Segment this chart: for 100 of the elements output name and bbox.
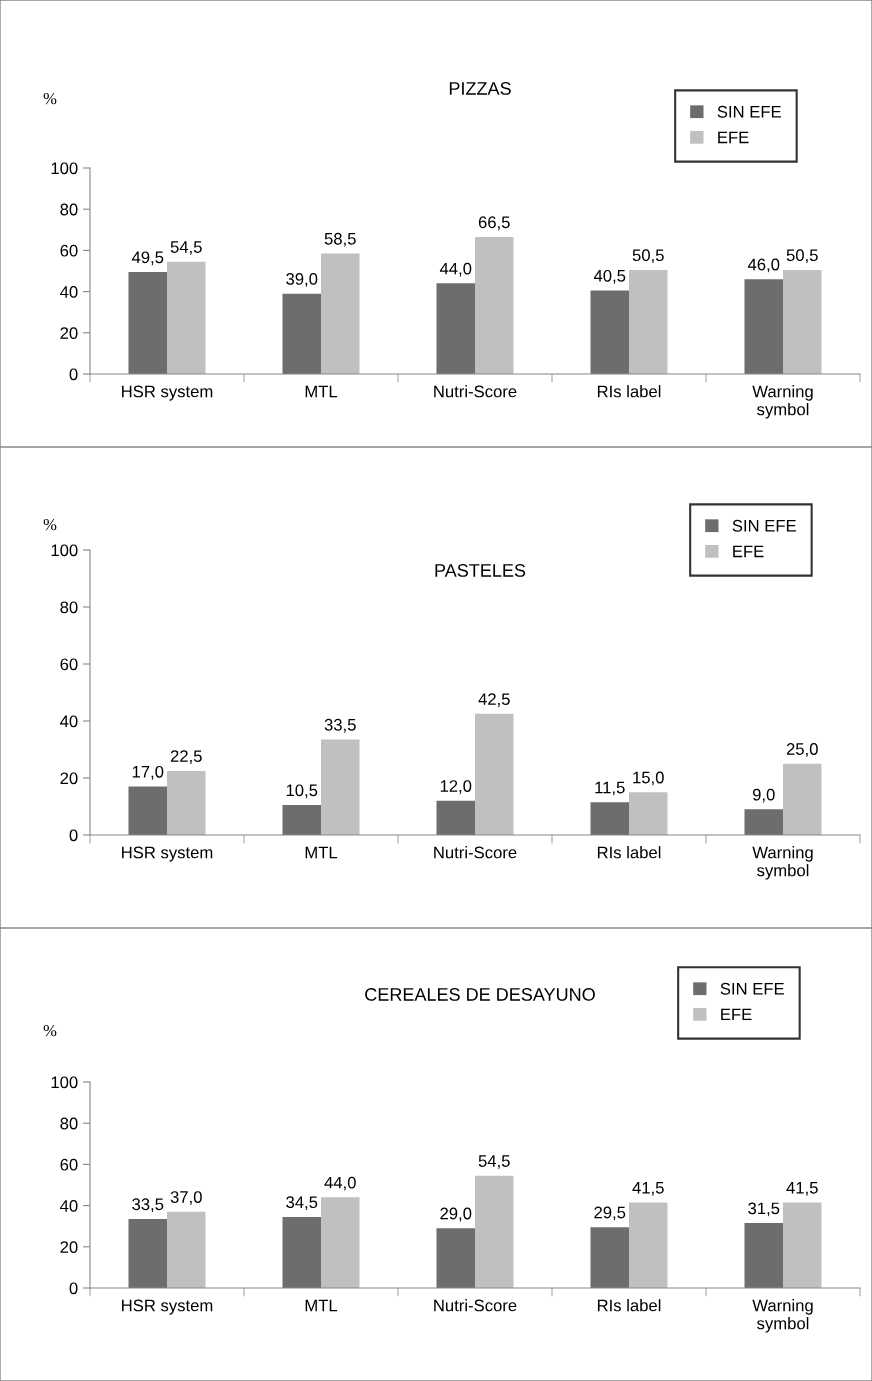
data-label: 17,0	[132, 765, 164, 780]
y-tick-label: 80	[60, 203, 78, 216]
x-tick-label: Warning symbol	[752, 846, 813, 880]
bar	[282, 1216, 321, 1288]
y-tick-label: 20	[60, 772, 78, 785]
y-tick-label: 40	[60, 286, 78, 298]
y-tick-label: 60	[60, 1158, 78, 1171]
data-label: 54,5	[170, 241, 202, 255]
y-tick-label: 0	[69, 829, 78, 842]
bar	[436, 283, 475, 374]
x-tick-label: Nutri-Score	[434, 846, 517, 859]
data-label: 50,5	[632, 249, 664, 264]
bar	[321, 739, 360, 835]
bar	[282, 293, 321, 374]
bar	[167, 1211, 206, 1288]
y-tick-label: 40	[60, 715, 78, 728]
bar	[783, 1202, 822, 1288]
y-tick-label: 20	[60, 1241, 78, 1253]
chart-title: CEREALES DE DESAYUNO	[365, 988, 595, 1001]
x-tick-label: Nutri-Score	[434, 1299, 517, 1312]
bar	[475, 1175, 514, 1288]
y-axis-title: %	[43, 518, 57, 531]
data-label: 50,5	[786, 249, 818, 264]
bar	[744, 279, 783, 374]
data-label: 44,0	[324, 1176, 356, 1191]
bar	[783, 269, 822, 374]
y-tick-label: 80	[60, 601, 78, 614]
data-label: 46,0	[747, 258, 780, 273]
y-tick-label: 60	[60, 658, 78, 671]
y-axis-title: %	[43, 92, 57, 105]
y-tick-label: 40	[60, 1200, 78, 1212]
text: PASTELES	[435, 564, 526, 577]
bar	[590, 1227, 629, 1288]
bar	[475, 713, 514, 835]
x-tick-label: MTL	[305, 1299, 338, 1312]
x-tick-label: Warning symbol	[752, 385, 813, 419]
y-tick-label: 0	[69, 1282, 78, 1295]
data-label: 42,5	[478, 693, 510, 707]
x-tick-label: RIs label	[597, 846, 661, 859]
x-tick-label: HSR system	[122, 846, 213, 862]
bar	[590, 290, 629, 374]
bar	[783, 763, 822, 835]
bar	[167, 770, 206, 835]
data-label: 33,5	[324, 718, 356, 733]
legend-label: EFE	[718, 131, 749, 144]
y-tick-label: 100	[51, 162, 78, 175]
y-tick-label: 20	[60, 327, 78, 339]
x-tick-label: MTL	[305, 846, 338, 859]
data-label: 49,5	[131, 251, 164, 266]
x-tick-label: RIs label	[597, 1299, 661, 1312]
y-tick-label: 100	[51, 544, 78, 557]
data-label: 29,0	[440, 1207, 472, 1222]
data-label: 54,5	[478, 1155, 510, 1169]
legend-label: SIN EFE	[717, 105, 781, 118]
data-label: 29,5	[594, 1206, 626, 1221]
data-label: 11,5	[595, 781, 625, 796]
y-tick-label: 60	[60, 244, 78, 257]
bar	[321, 1197, 360, 1288]
data-label: 40,5	[593, 269, 626, 284]
bar	[436, 1228, 475, 1288]
bar	[167, 261, 206, 374]
bar	[475, 237, 514, 374]
legend-label: EFE	[721, 1008, 752, 1021]
bar	[590, 802, 629, 835]
x-tick-label: RIs label	[597, 385, 661, 398]
bar	[128, 272, 167, 374]
data-label: 34,5	[286, 1196, 318, 1211]
y-tick-label: 0	[69, 368, 78, 381]
legend-label: SIN EFE	[720, 982, 784, 995]
chart-title: PIZZAS	[449, 82, 511, 95]
data-label: 66,5	[478, 216, 510, 231]
bar	[128, 786, 167, 835]
bar	[282, 805, 321, 835]
x-tick-label: Warning symbol	[752, 1299, 813, 1333]
data-label: 37,0	[170, 1191, 202, 1205]
bar	[744, 1223, 783, 1288]
bar	[629, 1202, 668, 1288]
data-label: 58,5	[324, 232, 356, 247]
legend-label: EFE	[733, 545, 764, 558]
legend-label: SIN EFE	[732, 519, 796, 532]
y-tick-label: 80	[60, 1117, 78, 1130]
x-tick-label: Nutri-Score	[434, 385, 517, 398]
bar	[321, 253, 360, 374]
x-tick-label: HSR system	[122, 1299, 213, 1315]
bar	[436, 800, 475, 835]
data-label: 44,0	[439, 262, 472, 277]
data-label: 31,5	[748, 1202, 780, 1217]
data-label: 41,5	[632, 1182, 664, 1196]
data-label: 15,0	[633, 771, 664, 786]
data-label: 9,0	[752, 788, 775, 803]
data-label: 39,0	[286, 273, 318, 287]
x-tick-label: HSR system	[122, 385, 213, 401]
data-label: 33,5	[132, 1198, 164, 1213]
y-axis-title: %	[43, 1024, 57, 1037]
data-label: 25,0	[786, 743, 818, 757]
bar	[629, 792, 668, 835]
data-label: 12,0	[440, 780, 472, 794]
data-label: 22,5	[170, 750, 202, 764]
data-label: 10,5	[286, 784, 318, 799]
y-tick-label: 100	[51, 1076, 78, 1089]
